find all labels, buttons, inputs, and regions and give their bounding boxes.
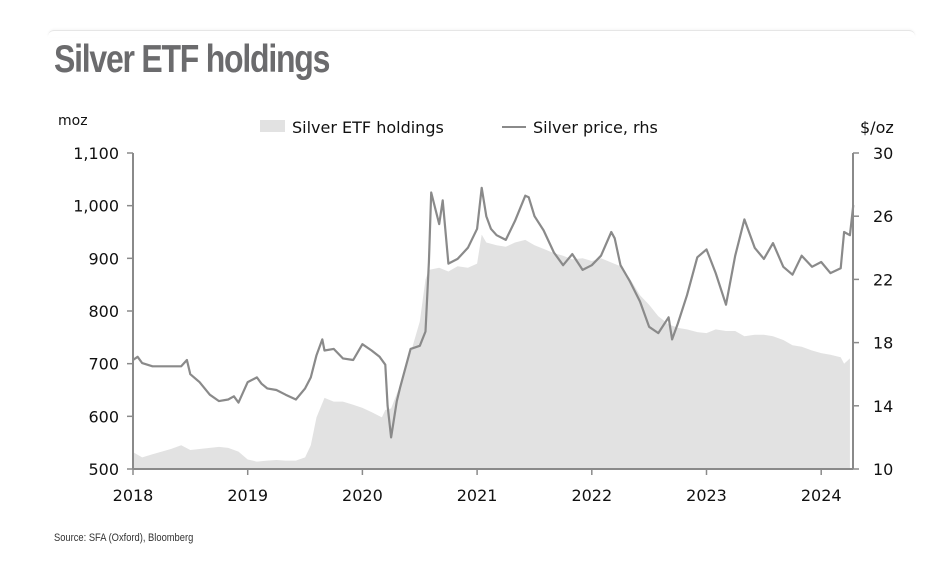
left-tick-label: 1,000 — [73, 197, 119, 216]
left-tick-label: 600 — [88, 407, 119, 426]
chart-title: Silver ETF holdings — [54, 38, 330, 81]
legend-swatch-etf-holdings — [260, 120, 285, 132]
card-top-border — [48, 30, 915, 37]
axes-layer: 1,100 1,000 900 800 700 600 500 30 26 22 18 14 10 201… — [73, 144, 893, 505]
x-tick-label: 2024 — [801, 486, 842, 505]
left-tick-label: 500 — [88, 460, 119, 479]
x-tick-label: 2018 — [113, 486, 154, 505]
left-tick-label: 1,100 — [73, 144, 119, 163]
etf-holdings-area — [133, 234, 850, 469]
left-axis-label: moz — [58, 113, 88, 129]
right-tick-label: 14 — [873, 397, 893, 416]
legend-label-etf-holdings: Silver ETF holdings — [292, 118, 444, 137]
right-tick-label: 18 — [873, 334, 893, 353]
silver-price-line — [132, 186, 855, 439]
x-tick-label: 2022 — [571, 486, 612, 505]
right-tick-label: 10 — [873, 460, 893, 479]
x-tick-label: 2023 — [686, 486, 727, 505]
left-tick-label: 900 — [88, 249, 119, 268]
x-tick-label: 2019 — [227, 486, 268, 505]
legend: Silver ETF holdings Silver price, rhs — [260, 118, 658, 137]
right-tick-label: 30 — [873, 144, 893, 163]
source-note: Source: SFA (Oxford), Bloomberg — [54, 532, 194, 544]
right-tick-label: 22 — [873, 270, 893, 289]
right-axis-label: $/oz — [860, 118, 894, 137]
right-tick-label: 26 — [873, 207, 893, 226]
left-tick-label: 800 — [88, 302, 119, 321]
x-tick-label: 2020 — [342, 486, 383, 505]
left-tick-label: 700 — [88, 355, 119, 374]
etf-holdings-area-layer — [133, 234, 850, 469]
legend-label-silver-price: Silver price, rhs — [533, 118, 658, 137]
x-tick-label: 2021 — [457, 486, 498, 505]
price-line-layer — [132, 186, 855, 439]
